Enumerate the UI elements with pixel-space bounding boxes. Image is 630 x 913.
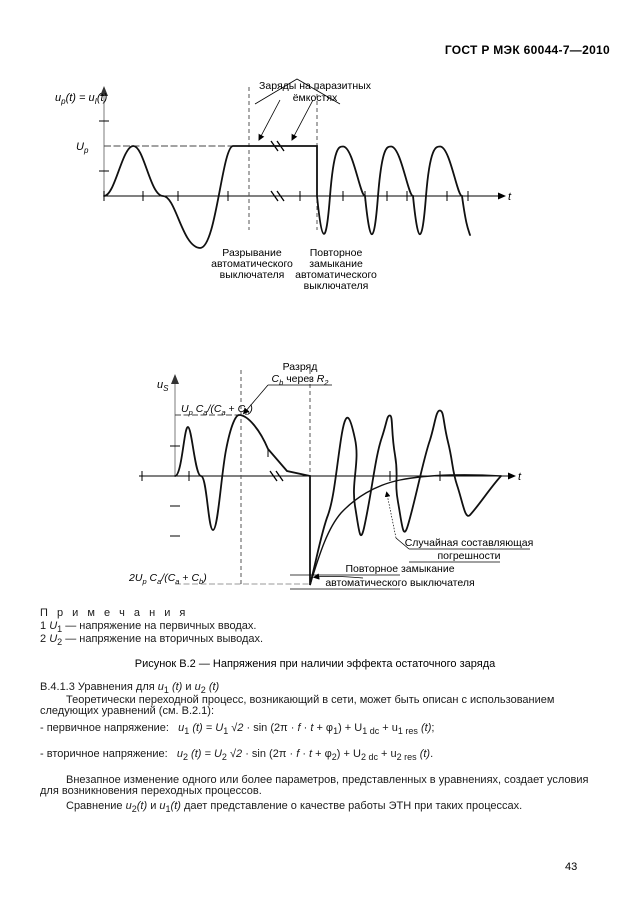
svg-text:2Up Ca/(Ca + Cb): 2Up Ca/(Ca + Cb) (128, 572, 207, 586)
svg-text:Up: Up (76, 141, 89, 155)
svg-text:погрешности: погрешности (437, 550, 500, 562)
svg-text:выключателя: выключателя (220, 269, 285, 281)
svg-text:Случайная составляющая: Случайная составляющая (405, 537, 534, 549)
svg-text:Заряды на паразитных: Заряды на паразитных (259, 80, 372, 92)
svg-text:ёмкостях: ёмкостях (293, 92, 338, 104)
svg-text:up(t) = uI(t): up(t) = uI(t) (55, 92, 108, 106)
svg-text:выключателя: выключателя (304, 280, 369, 292)
svg-text:Разряд: Разряд (283, 361, 318, 373)
svg-text:t: t (508, 191, 512, 203)
svg-text:автоматического выключателя: автоматического выключателя (325, 577, 474, 589)
svg-text:uS: uS (157, 379, 169, 393)
svg-text:t: t (518, 471, 522, 483)
svg-text:Повторное замыкание: Повторное замыкание (345, 563, 454, 575)
